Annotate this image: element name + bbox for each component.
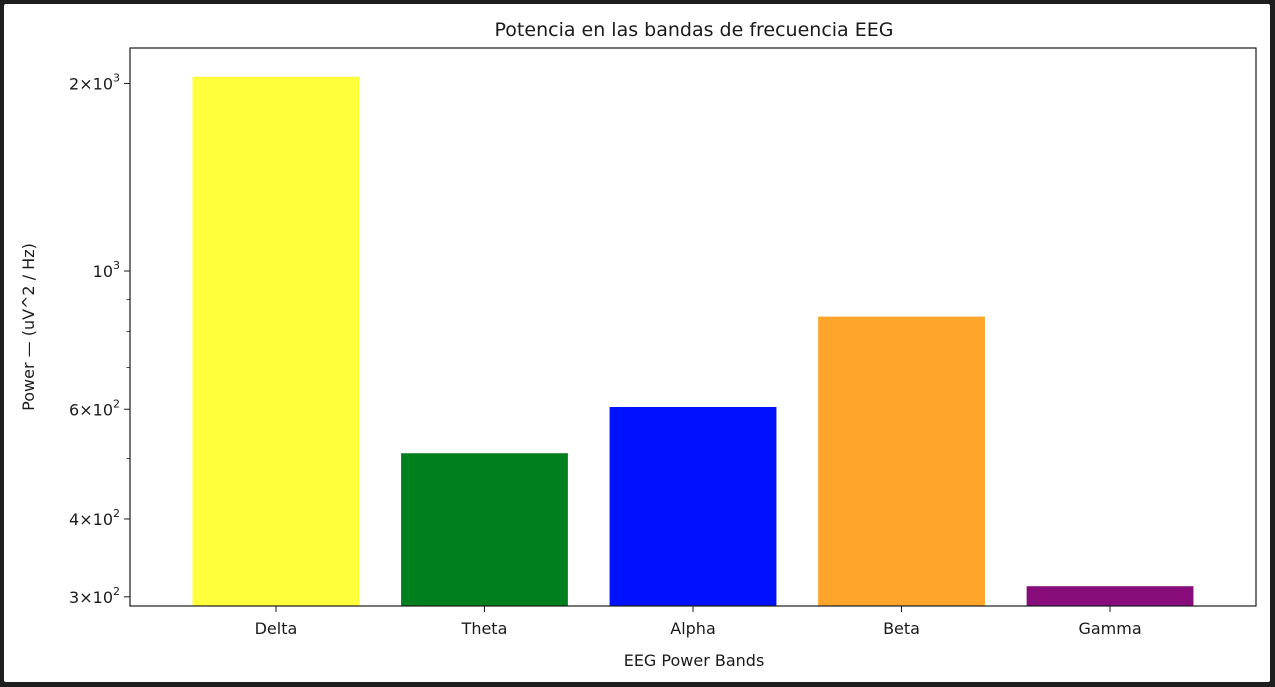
y-tick-label: 4×102: [69, 507, 120, 529]
y-tick-label: 103: [93, 259, 120, 281]
x-tick-label-gamma: Gamma: [1078, 619, 1141, 638]
bar-delta: [192, 76, 360, 607]
bar-theta: [401, 453, 568, 606]
chart-title: Potencia en las bandas de frecuencia EEG: [495, 19, 894, 41]
y-tick-label: 6×102: [69, 397, 120, 419]
bar-chart: Potencia en las bandas de frecuencia EEG…: [19, 19, 1257, 670]
y-tick-label: 3×102: [69, 585, 120, 607]
bar-beta: [818, 316, 985, 606]
bars-group: [192, 76, 1194, 607]
figure-frame: Potencia en las bandas de frecuencia EEG…: [4, 4, 1270, 682]
x-tick-label-beta: Beta: [883, 619, 920, 638]
y-axis-ticks: 3×102 4×102 6×102 103 2×103: [69, 71, 130, 607]
y-tick-label: 2×103: [69, 71, 120, 93]
bar-alpha: [609, 407, 777, 606]
x-tick-label-delta: Delta: [255, 619, 298, 638]
x-axis-ticks: Delta Theta Alpha Beta Gamma: [255, 606, 1142, 638]
y-axis-label: Power — (uV^2 / Hz): [19, 243, 38, 411]
x-axis-label: EEG Power Bands: [624, 651, 765, 670]
bar-gamma: [1026, 586, 1194, 606]
x-tick-label-alpha: Alpha: [670, 619, 716, 638]
x-tick-label-theta: Theta: [461, 619, 508, 638]
